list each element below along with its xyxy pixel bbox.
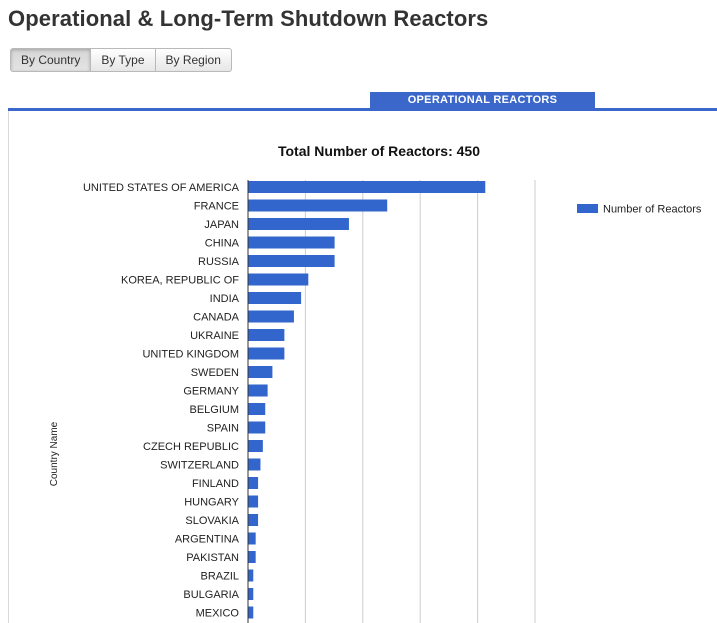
- by-country-button[interactable]: By Country: [11, 49, 91, 71]
- category-label: BRAZIL: [200, 571, 239, 583]
- bar[interactable]: [248, 236, 335, 249]
- category-label: UKRAINE: [190, 330, 239, 342]
- category-label: ARGENTINA: [175, 534, 240, 546]
- category-label: BULGARIA: [183, 589, 239, 601]
- bar[interactable]: [248, 606, 254, 619]
- bar[interactable]: [248, 218, 349, 230]
- tab-operational-reactors[interactable]: OPERATIONAL REACTORS: [370, 92, 595, 109]
- by-region-button[interactable]: By Region: [154, 49, 231, 71]
- bar[interactable]: [248, 329, 285, 341]
- category-label: HUNGARY: [184, 497, 239, 509]
- bar[interactable]: [248, 551, 256, 563]
- category-label: SLOVAKIA: [185, 515, 239, 527]
- bar[interactable]: [248, 421, 266, 434]
- bar[interactable]: [248, 403, 266, 415]
- category-label: INDIA: [210, 293, 240, 305]
- y-axis-title: Country Name: [49, 421, 60, 486]
- bar[interactable]: [248, 532, 256, 545]
- category-label: CZECH REPUBLIC: [143, 441, 239, 453]
- bar[interactable]: [248, 440, 263, 452]
- panel-border: [8, 111, 9, 623]
- bar[interactable]: [248, 514, 259, 526]
- bar[interactable]: [248, 477, 259, 489]
- category-label: KOREA, REPUBLIC OF: [121, 275, 239, 287]
- bar[interactable]: [248, 310, 294, 323]
- category-label: SWITZERLAND: [160, 460, 239, 472]
- category-label: CANADA: [193, 312, 240, 324]
- category-label: RUSSIA: [198, 256, 240, 268]
- legend-label: Number of Reactors: [603, 204, 702, 216]
- view-toggle-group: By Country By Type By Region: [10, 48, 232, 72]
- category-label: FRANCE: [194, 201, 239, 213]
- category-label: SWEDEN: [191, 367, 239, 379]
- category-label: JAPAN: [204, 219, 239, 231]
- category-label: SPAIN: [207, 423, 239, 435]
- bar[interactable]: [248, 292, 302, 304]
- bar[interactable]: [248, 569, 254, 582]
- category-label: CHINA: [205, 238, 240, 250]
- page-title: Operational & Long-Term Shutdown Reactor…: [8, 6, 489, 31]
- category-label: BELGIUM: [189, 404, 239, 416]
- chart-title: Total Number of Reactors: 450: [277, 143, 480, 159]
- category-label: GERMANY: [183, 386, 239, 398]
- legend-swatch: [577, 204, 598, 213]
- category-label: MEXICO: [196, 608, 240, 620]
- bar[interactable]: [248, 495, 259, 508]
- bar[interactable]: [248, 181, 486, 193]
- chart-legend: Number of Reactors: [577, 204, 702, 216]
- bar[interactable]: [248, 384, 268, 397]
- bar[interactable]: [248, 199, 388, 212]
- bar[interactable]: [248, 255, 335, 267]
- category-label: UNITED STATES OF AMERICA: [83, 182, 240, 194]
- by-type-button[interactable]: By Type: [90, 49, 154, 71]
- bar[interactable]: [248, 458, 261, 471]
- bar[interactable]: [248, 366, 273, 378]
- bar[interactable]: [248, 273, 309, 286]
- bar[interactable]: [248, 588, 254, 600]
- category-label: FINLAND: [192, 478, 239, 490]
- tab-underline: [8, 108, 717, 111]
- bar[interactable]: [248, 347, 285, 360]
- category-label: UNITED KINGDOM: [142, 349, 239, 361]
- category-label: PAKISTAN: [186, 552, 239, 564]
